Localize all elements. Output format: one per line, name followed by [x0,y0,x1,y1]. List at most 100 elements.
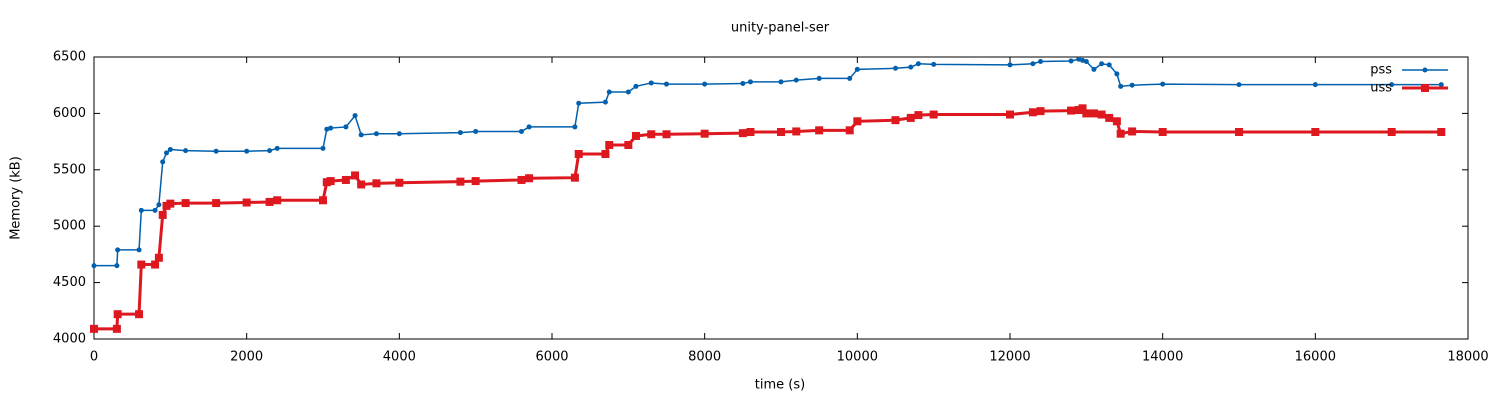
data-point [746,128,755,137]
data-point [395,178,404,187]
data-point [357,180,366,189]
x-tick-label: 10000 [837,350,878,365]
y-tick-label: 5000 [53,219,86,234]
data-point [328,125,334,131]
data-point [1312,82,1318,88]
data-point [929,110,938,119]
data-point [517,175,526,184]
legend-marker [1421,84,1429,92]
data-point [777,128,785,137]
legend-label: pss [1370,63,1392,78]
data-point [792,127,801,136]
data-point [167,146,173,152]
data-point [1438,82,1444,88]
data-point [1129,82,1135,88]
data-point [815,126,824,135]
series-line [94,58,1442,267]
data-point [181,199,190,208]
series-line [94,106,1442,331]
data-point [152,207,158,213]
data-point [1118,83,1124,89]
data-point [1114,71,1120,77]
data-point [1082,109,1091,118]
data-point [570,173,579,182]
data-point [320,145,326,151]
data-point [352,113,358,119]
data-point [1036,107,1045,116]
data-point [1089,109,1098,118]
data-point [518,128,524,134]
data-point [396,131,402,137]
y-tick-label: 6500 [53,50,86,65]
data-point [267,148,273,154]
data-point [631,131,640,140]
data-point [112,324,121,333]
data-point [1067,106,1076,115]
data-point [1387,128,1396,137]
data-point [1007,62,1013,68]
data-point [602,99,608,105]
data-point [525,174,534,183]
data-point [1068,58,1074,64]
data-point [244,148,250,154]
data-point [113,310,122,319]
data-point [908,64,914,70]
data-point [136,247,142,253]
data-point [606,89,612,95]
data-point [891,116,900,125]
data-point [319,196,327,205]
data-point [154,253,163,262]
data-point [845,126,854,135]
data-point [164,150,170,156]
data-point [747,79,753,85]
data-point [648,80,654,86]
data-point [457,130,463,136]
data-point [373,131,379,137]
legend-marker [1422,67,1428,73]
data-point [1038,59,1044,65]
data-point [1116,129,1125,138]
plot-frame [93,56,1469,340]
data-point [358,132,364,138]
data-point [1028,108,1037,117]
data-point [624,140,633,149]
data-point [526,124,532,130]
data-point [854,66,860,72]
x-tick-label: 2000 [230,350,263,365]
x-tick-label: 6000 [535,350,568,365]
data-point [471,177,480,186]
data-point [326,177,335,186]
data-point [212,199,221,208]
data-point [853,117,862,126]
data-point [273,196,282,205]
data-point [1128,127,1137,136]
x-tick-label: 0 [90,350,98,365]
data-point [576,100,582,106]
data-point [605,140,614,149]
data-point [1236,82,1242,88]
data-point [1091,66,1097,72]
data-point [816,75,822,81]
data-point [664,81,669,87]
data-point [702,81,708,87]
data-point [1030,61,1036,67]
data-point [135,310,144,319]
data-point [114,263,120,269]
data-point [324,126,330,132]
data-point [156,202,162,208]
data-point [137,260,146,269]
data-point [931,61,937,67]
data-point [893,65,898,71]
data-point [1006,110,1014,119]
x-tick-label: 12000 [989,350,1030,365]
data-point [1099,61,1105,67]
data-point [158,210,167,219]
data-point [1235,128,1243,137]
x-tick-label: 8000 [688,350,721,365]
data-point [160,159,166,165]
data-point [1078,104,1087,113]
data-point [915,61,921,67]
data-point [662,130,671,139]
data-point [574,150,583,159]
